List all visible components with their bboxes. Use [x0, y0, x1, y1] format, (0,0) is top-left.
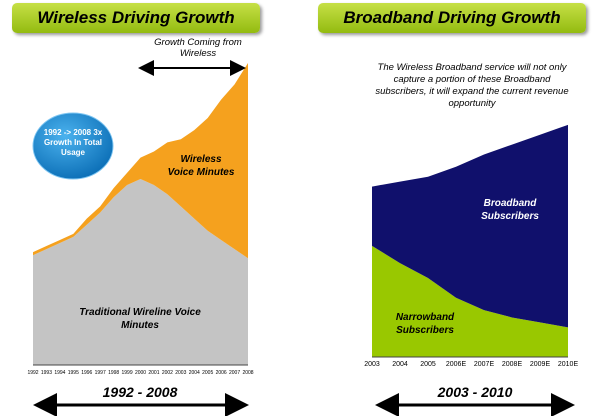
x-tick-label: 2007E [474, 361, 495, 368]
x-tick-label: 1996 [81, 370, 92, 376]
x-tick-label: 2005 [202, 370, 213, 376]
series-label: Traditional Wireline Voice Minutes [79, 307, 201, 331]
x-tick-label: 1999 [122, 370, 133, 376]
arrow-label: Growth Coming from Wireless [154, 37, 242, 59]
annotation: The Wireless Broadband service will not … [375, 62, 569, 109]
x-tick-label: 2006E [446, 361, 467, 368]
x-tick-label: 1993 [41, 370, 52, 376]
x-tick-label: 1997 [95, 370, 106, 376]
area [33, 178, 248, 365]
series-label: Narrowband Subscribers [395, 312, 455, 336]
x-tick-label: 2007 [229, 370, 240, 376]
x-tick-label: 1992 [27, 370, 38, 376]
x-tick-label: 2002 [162, 370, 173, 376]
x-tick-label: 1995 [68, 370, 79, 376]
area [33, 63, 248, 259]
x-tick-label: 2010E [558, 361, 579, 368]
x-tick-label: 2008E [502, 361, 523, 368]
callout-text: 1992 -> 2008 3x Growth In Total Usage [43, 128, 103, 157]
x-tick-label: 1998 [108, 370, 119, 376]
period-label: 1992 - 2008 [102, 384, 178, 400]
x-tick-label: 2004 [189, 370, 200, 376]
x-tick-label: 2001 [148, 370, 159, 376]
x-tick-label: 2006 [216, 370, 227, 376]
x-tick-label: 2005 [420, 361, 436, 368]
x-tick-label: 2003 [175, 370, 186, 376]
x-tick-label: 1994 [54, 370, 65, 376]
series-label: Wireless Voice Minutes [167, 154, 235, 178]
chart-title: Broadband Driving Growth [318, 3, 586, 33]
area [372, 124, 568, 328]
series-label: Broadband Subscribers [481, 198, 539, 222]
x-tick-label: 2004 [392, 361, 408, 368]
x-tick-label: 2000 [135, 370, 146, 376]
x-tick-label: 2003 [364, 361, 380, 368]
x-tick-label: 2009E [530, 361, 551, 368]
x-tick-label: 2008 [242, 370, 253, 376]
period-label: 2003 - 2010 [437, 384, 513, 400]
callout-bubble [32, 112, 114, 180]
chart-title: Wireless Driving Growth [12, 3, 260, 33]
area [372, 245, 568, 357]
